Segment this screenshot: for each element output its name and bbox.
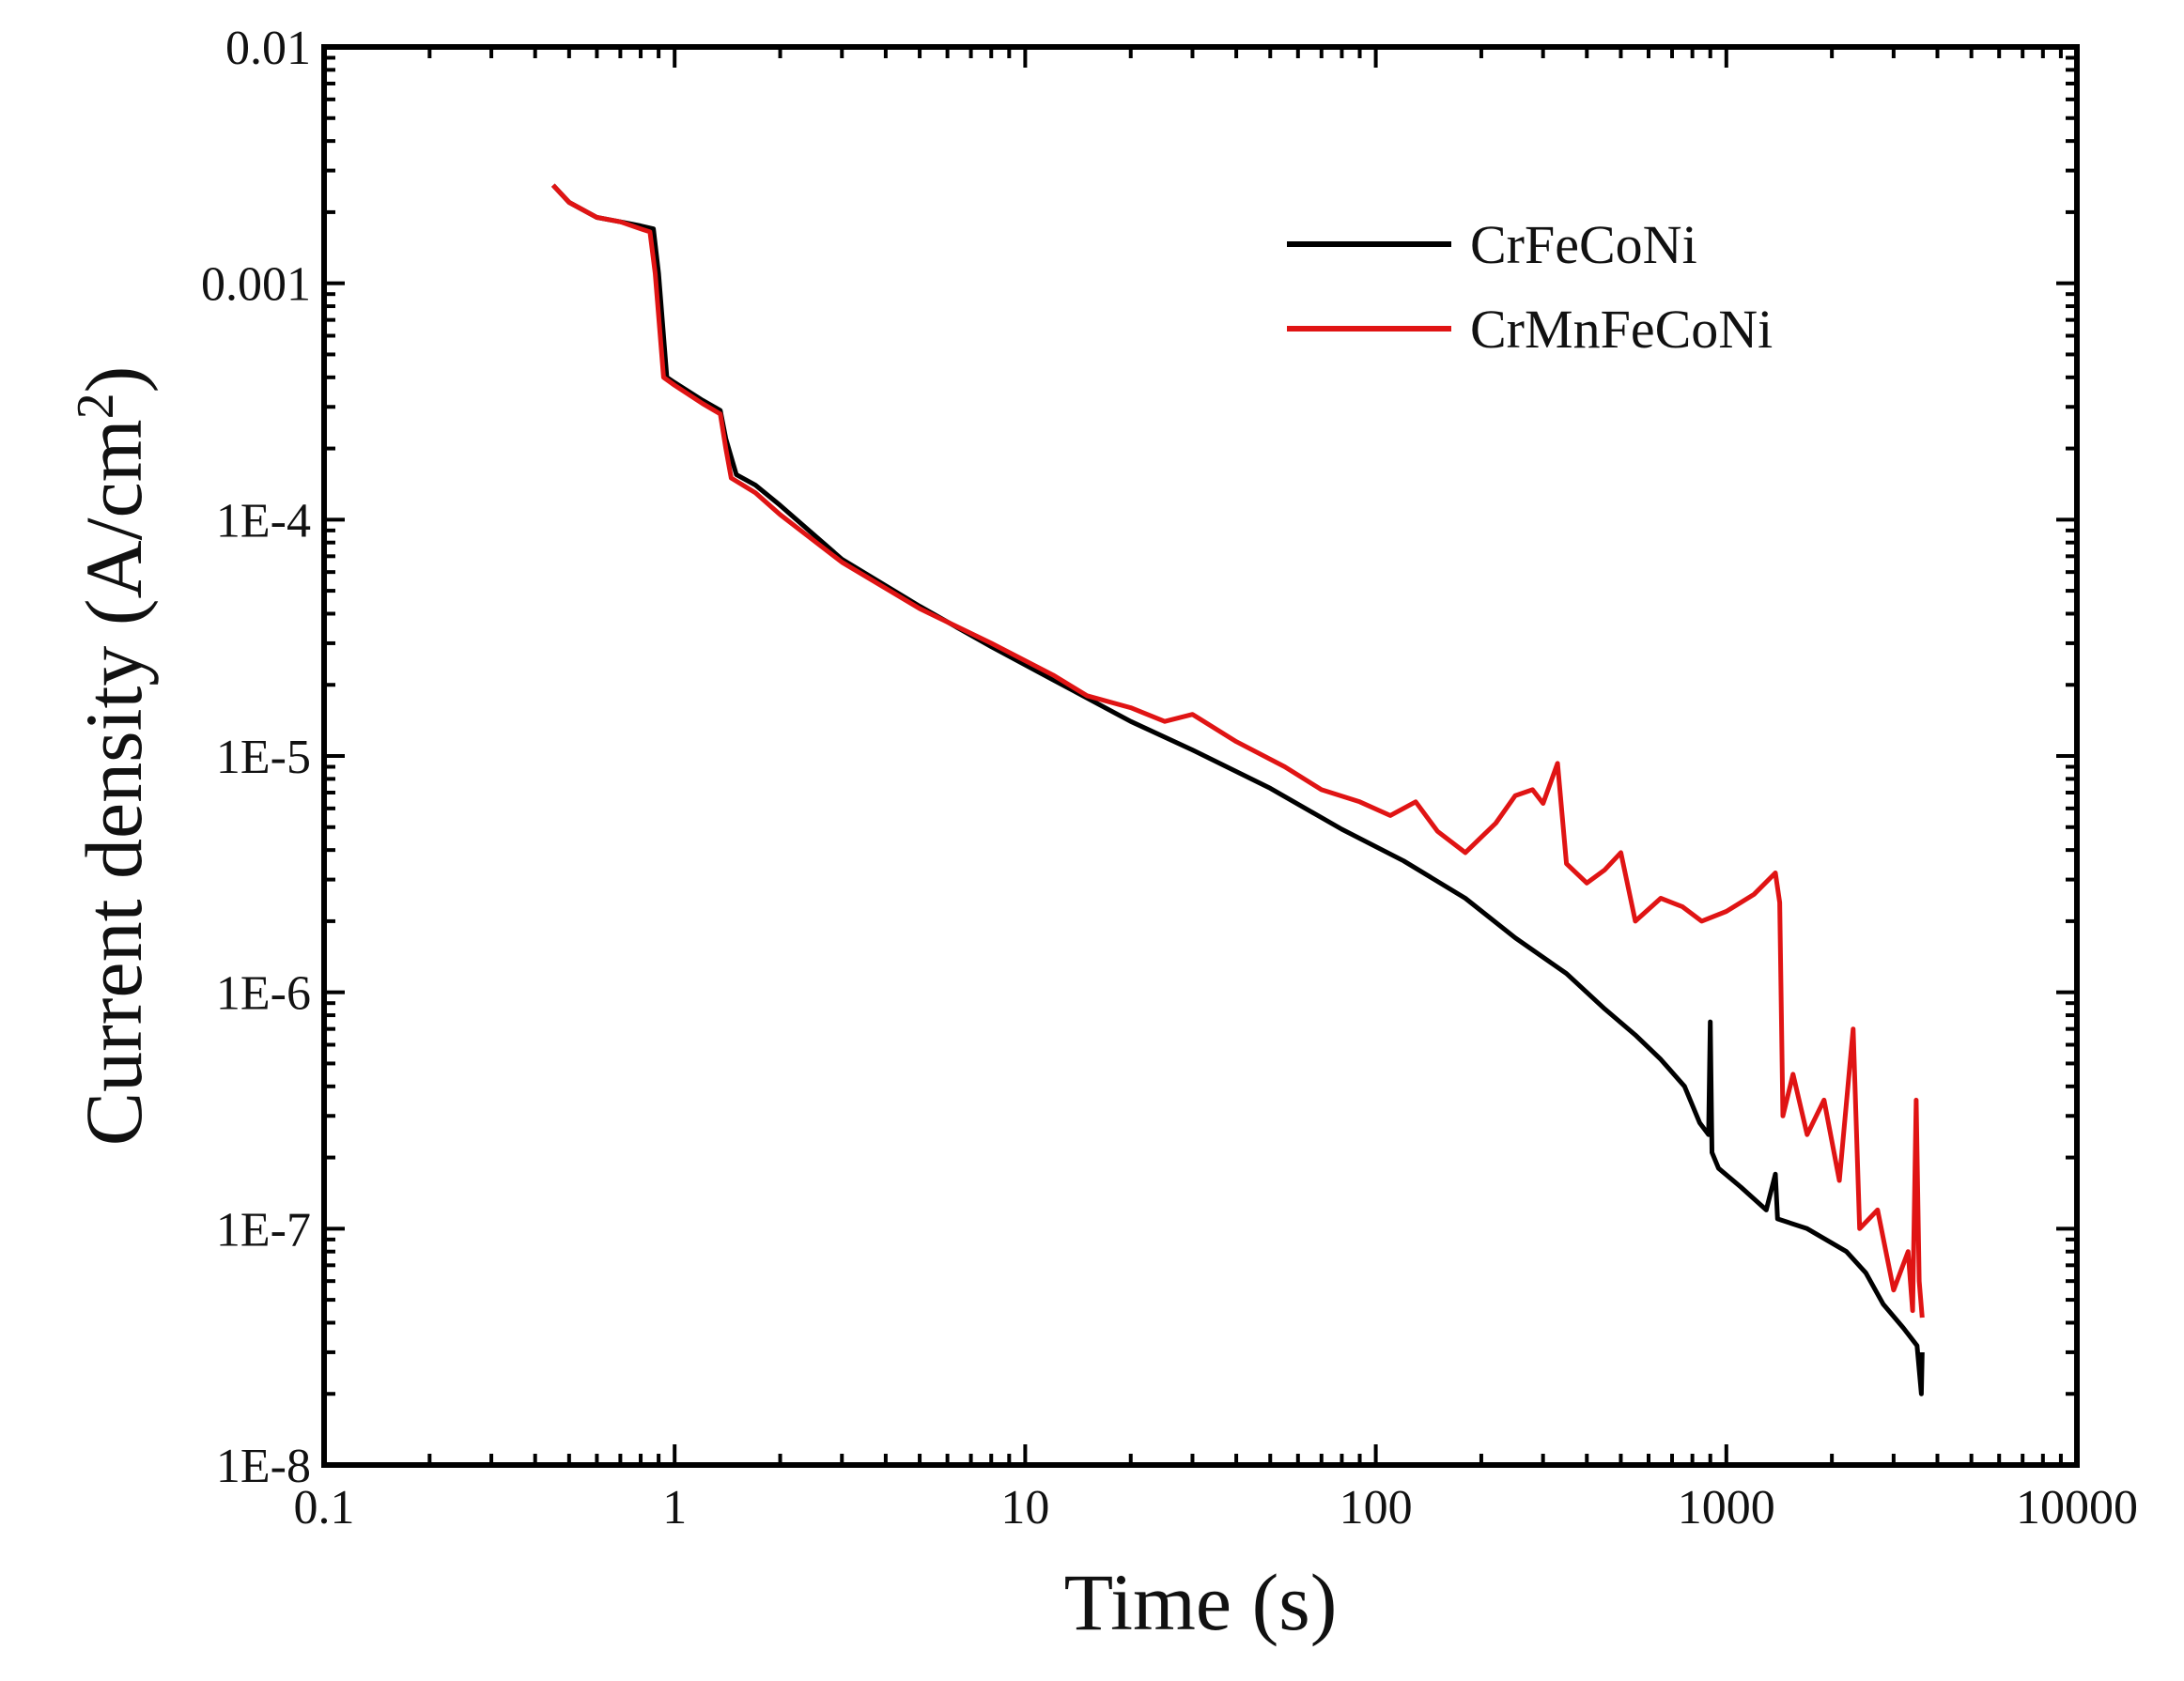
y-axis-title-main: Current density (A/cm (69, 419, 159, 1146)
y-axis-title: Current density (A/cm2) (67, 366, 159, 1146)
y-tick-label: 1E-5 (216, 731, 311, 784)
y-axis-title-superscript: 2 (67, 393, 125, 419)
y-tick-label: 0.01 (225, 22, 311, 75)
y-tick-label: 1E-8 (216, 1440, 311, 1493)
y-tick-label: 1E-7 (216, 1203, 311, 1257)
x-tick-label: 0.1 (294, 1481, 355, 1534)
legend: CrFeCoNi CrMnFeCoNi (1287, 214, 1773, 360)
tick-labels-layer: 0.1 1 10 100 1000 10000 0.01 0.001 1E-4 1E-5 1E-6 1… (201, 22, 2138, 1534)
y-tick-label: 1E-4 (216, 494, 311, 547)
series-line-crmnfeconi (550, 183, 1925, 1319)
x-tick-label: 1000 (1678, 1481, 1775, 1534)
y-tick-label: 1E-6 (216, 967, 311, 1021)
x-tick-label: 10000 (2016, 1481, 2138, 1534)
legend-label-crfeconi: CrFeCoNi (1470, 214, 1697, 275)
legend-label-crmnfeconi: CrMnFeCoNi (1470, 299, 1773, 360)
x-tick-label: 100 (1340, 1481, 1413, 1534)
plot-frame (321, 44, 2080, 1468)
series-layer (550, 183, 1925, 1396)
x-tick-label: 1 (662, 1481, 687, 1534)
x-tick-label: 10 (1000, 1481, 1049, 1534)
y-tick-label: 0.001 (201, 258, 311, 312)
y-axis-title-close: ) (69, 366, 159, 393)
x-axis-title: Time (s) (1064, 1557, 1338, 1647)
